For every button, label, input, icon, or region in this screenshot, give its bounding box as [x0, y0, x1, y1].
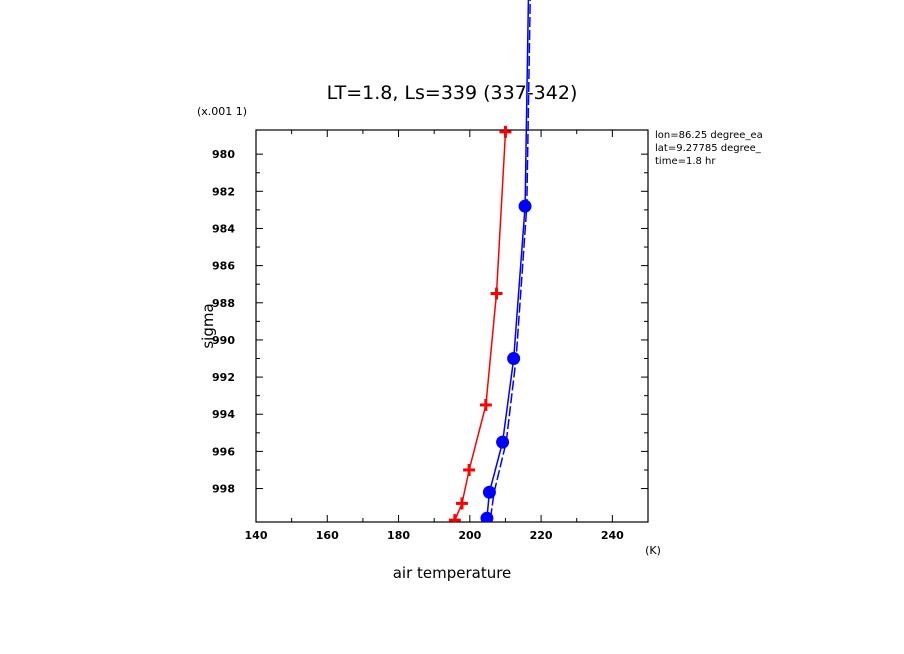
y-tick-label: 980: [212, 148, 235, 161]
data-point-red: [499, 125, 512, 138]
x-tick-label: 180: [387, 529, 410, 542]
x-tick-label: 200: [458, 529, 481, 542]
y-axis: 980 982 984 986 988 990 992 994 996 998: [212, 148, 648, 496]
x-tick-label: 140: [245, 529, 268, 542]
plot-frame: [255, 129, 649, 523]
data-point-blue: [518, 199, 532, 213]
data-point-blue: [482, 485, 496, 499]
data-point-red: [448, 514, 461, 522]
x-axis-label: air temperature: [393, 564, 512, 582]
data-point-red: [463, 463, 476, 476]
x-units-label: (K): [645, 544, 661, 557]
y-tick-label: 992: [212, 371, 235, 384]
annotation-lon: lon=86.25 degree_ea: [655, 130, 763, 141]
x-tick-label: 160: [316, 529, 339, 542]
data-point-blue: [507, 352, 521, 366]
chart-title: LT=1.8, Ls=339 (337-342): [327, 82, 578, 104]
x-tick-label: 220: [530, 529, 553, 542]
annotation-time: time=1.8 hr: [655, 156, 716, 167]
x-axis: 140 160 180 200 220 240: [245, 130, 649, 542]
y-tick-label: 982: [212, 185, 235, 198]
y-tick-label: 986: [212, 260, 235, 273]
annotation-block: lon=86.25 degree_ea lat=9.27785 degree_ …: [655, 130, 763, 167]
x-tick-label: 240: [601, 529, 624, 542]
y-units-label: (x.001 1): [197, 105, 247, 118]
data-point-red: [455, 497, 468, 510]
y-tick-label: 994: [212, 408, 235, 421]
y-tick-label: 990: [212, 334, 235, 347]
series-line-blue-dashed: [489, 0, 531, 519]
series-layer: [448, 0, 532, 522]
data-point-red: [479, 398, 492, 411]
data-point-blue: [480, 511, 494, 522]
y-tick-label: 998: [212, 483, 235, 496]
data-point-red: [490, 287, 503, 300]
annotation-lat: lat=9.27785 degree_: [655, 143, 762, 154]
y-tick-label: 984: [212, 222, 235, 235]
y-tick-label: 988: [212, 297, 235, 310]
y-tick-label: 996: [212, 445, 235, 458]
y-axis-label: sigma: [199, 303, 217, 348]
